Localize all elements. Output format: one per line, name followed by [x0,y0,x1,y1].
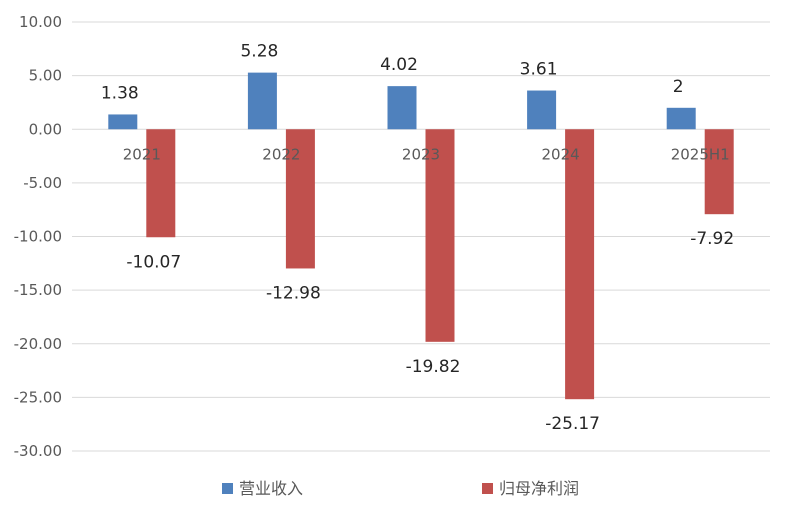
legend-label: 营业收入 [239,479,303,498]
bar-series-2-2022 [285,129,315,269]
y-tick-label: 5.00 [29,67,62,85]
x-category-label: 2022 [262,145,300,163]
data-label: 1.38 [101,83,139,103]
data-label: -12.98 [266,283,321,303]
y-tick-label: -10.00 [14,228,62,246]
data-label: -10.07 [126,252,181,272]
legend-label: 归母净利润 [499,479,579,498]
data-label: 2 [673,77,684,97]
x-category-label: 2025H1 [671,145,730,163]
bar-series-2-2021 [146,129,176,238]
bar-series-2-2023 [425,129,455,342]
y-tick-label: 0.00 [29,120,62,138]
data-label: 4.02 [380,55,418,75]
legend: 营业收入 归母净利润 [222,479,579,498]
gridlines [72,21,770,452]
data-labels: 1.38 -10.07 5.28 -12.98 4.02 -19.82 3.61 -25.17… [101,42,734,435]
bar-series-2-2024 [565,129,595,400]
bar-series-1-2024 [527,90,557,130]
x-axis-categories: 2021 2022 2023 2024 2025H1 [123,145,730,163]
bar-series-2-2025H1 [704,129,734,215]
bars [108,72,734,400]
x-category-label: 2021 [123,145,161,163]
data-label: 5.28 [240,42,278,62]
data-label: -25.17 [545,414,600,434]
bar-series-1-2025H1 [666,107,696,130]
legend-swatch [222,483,233,494]
x-category-label: 2023 [402,145,440,163]
y-tick-label: -5.00 [23,174,62,192]
y-tick-label: -30.00 [14,442,62,460]
y-tick-label: -20.00 [14,335,62,353]
bar-series-1-2022 [247,72,277,130]
bar-series-1-2023 [387,86,417,130]
data-label: -7.92 [690,229,734,249]
x-category-label: 2024 [542,145,580,163]
y-tick-label: -25.00 [14,388,62,406]
data-label: 3.61 [520,60,558,80]
y-axis-ticks: 10.00 5.00 0.00 -5.00 -10.00 -15.00 -20.00 -25.… [14,13,62,460]
data-label: -19.82 [406,357,461,377]
y-tick-label: -15.00 [14,281,62,299]
legend-swatch [482,483,493,494]
bar-series-1-2021 [108,114,138,130]
y-tick-label: 10.00 [19,13,62,31]
